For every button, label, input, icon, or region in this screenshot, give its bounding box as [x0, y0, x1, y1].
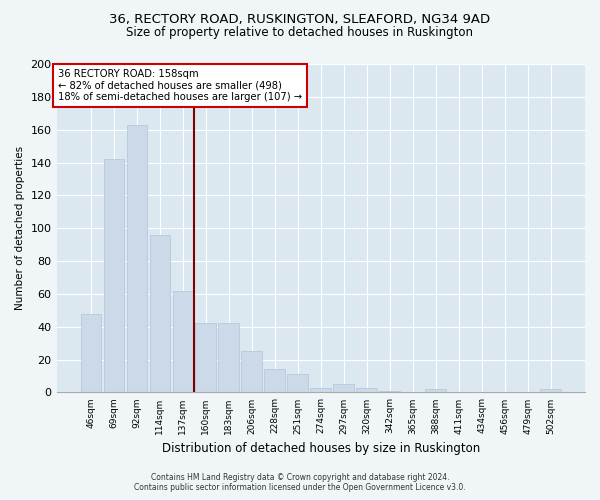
- Text: Contains HM Land Registry data © Crown copyright and database right 2024.
Contai: Contains HM Land Registry data © Crown c…: [134, 473, 466, 492]
- Bar: [334, 384, 354, 392]
- Bar: [149, 235, 170, 392]
- Bar: [265, 370, 285, 392]
- Bar: [241, 352, 262, 393]
- Bar: [356, 388, 377, 392]
- Y-axis label: Number of detached properties: Number of detached properties: [15, 146, 25, 310]
- X-axis label: Distribution of detached houses by size in Ruskington: Distribution of detached houses by size …: [161, 442, 480, 455]
- Bar: [287, 374, 308, 392]
- Bar: [218, 324, 239, 392]
- Bar: [173, 290, 193, 392]
- Text: 36, RECTORY ROAD, RUSKINGTON, SLEAFORD, NG34 9AD: 36, RECTORY ROAD, RUSKINGTON, SLEAFORD, …: [109, 12, 491, 26]
- Bar: [310, 388, 331, 392]
- Bar: [104, 159, 124, 392]
- Text: 36 RECTORY ROAD: 158sqm
← 82% of detached houses are smaller (498)
18% of semi-d: 36 RECTORY ROAD: 158sqm ← 82% of detache…: [58, 69, 302, 102]
- Bar: [196, 324, 216, 392]
- Text: Size of property relative to detached houses in Ruskington: Size of property relative to detached ho…: [127, 26, 473, 39]
- Bar: [379, 391, 400, 392]
- Bar: [540, 389, 561, 392]
- Bar: [425, 389, 446, 392]
- Bar: [127, 125, 147, 392]
- Bar: [80, 314, 101, 392]
